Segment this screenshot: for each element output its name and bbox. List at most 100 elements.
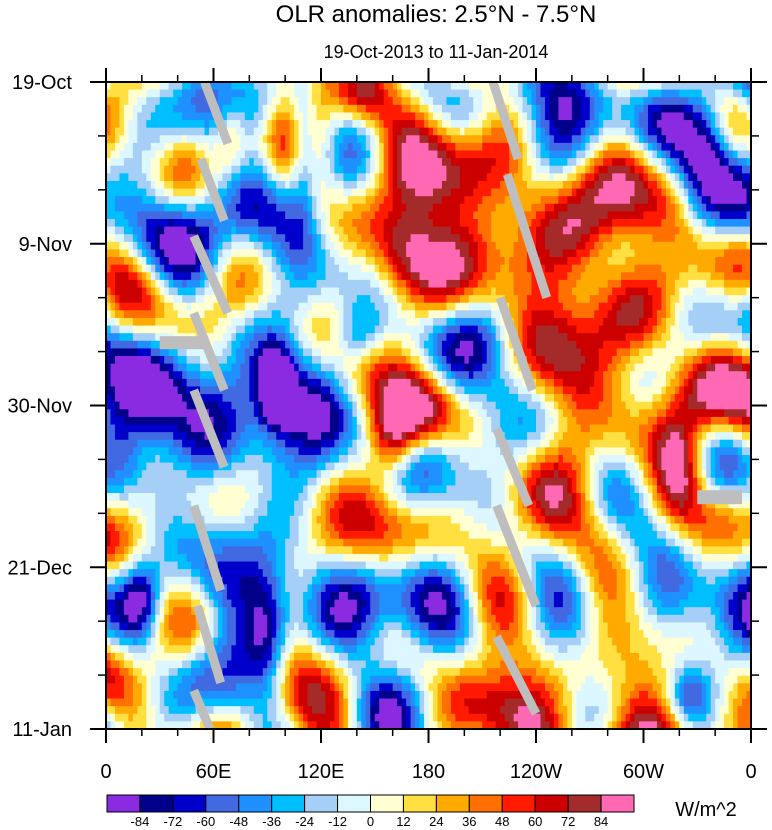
heatmap-cell [545,227,550,235]
heatmap-cell [469,90,474,98]
heatmap-cell [276,234,281,242]
heatmap-cell [558,204,563,212]
heatmap-cell [491,211,496,219]
heatmap-cell [572,310,577,318]
heatmap-cell [142,227,147,235]
heatmap-cell [567,333,572,341]
heatmap-cell [231,333,236,341]
heatmap-cell [164,303,169,311]
heatmap-cell [169,143,174,151]
heatmap-cell [191,272,196,280]
heatmap-cell [281,249,286,257]
heatmap-cell [518,158,523,166]
heatmap-cell [621,326,626,334]
heatmap-cell [473,112,478,120]
heatmap-cell [205,295,210,303]
heatmap-cell [406,234,411,242]
heatmap-cell [200,219,205,227]
heatmap-cell [549,249,554,257]
heatmap-cell [343,265,348,273]
heatmap-cell [558,227,563,235]
heatmap-cell [661,90,666,98]
heatmap-cell [402,234,407,242]
heatmap-cell [563,181,568,189]
heatmap-cell [603,211,608,219]
heatmap-cell [612,90,617,98]
heatmap-cell [406,257,411,265]
heatmap-cell [330,249,335,257]
heatmap-cell [527,112,532,120]
heatmap-cell [684,158,689,166]
heatmap-cell [245,143,250,151]
heatmap-cell [424,181,429,189]
heatmap-cell [169,158,174,166]
heatmap-cell [442,173,447,181]
heatmap-cell [137,219,142,227]
heatmap-cell [402,242,407,250]
heatmap-cell [379,303,384,311]
heatmap-cell [263,97,268,105]
heatmap-cell [635,158,640,166]
heatmap-cell [576,272,581,280]
heatmap-cell [612,204,617,212]
heatmap-cell [684,227,689,235]
heatmap-cell [715,105,720,113]
heatmap-cell [496,234,501,242]
heatmap-cell [442,105,447,113]
heatmap-cell [514,82,519,90]
heatmap-cell [420,272,425,280]
heatmap-cell [267,234,272,242]
heatmap-cell [263,105,268,113]
heatmap-cell [469,242,474,250]
heatmap-cell [455,326,460,334]
heatmap-cell [240,158,245,166]
heatmap-cell [429,303,434,311]
heatmap-cell [581,82,586,90]
heatmap-cell [451,333,456,341]
heatmap-cell [437,90,442,98]
heatmap-cell [505,151,510,159]
heatmap-cell [285,219,290,227]
heatmap-cell [285,97,290,105]
heatmap-cell [178,204,183,212]
heatmap-cell [325,166,330,174]
heatmap-cell [451,249,456,257]
heatmap-cell [299,333,304,341]
heatmap-cell [420,265,425,273]
heatmap-cell [411,280,416,288]
heatmap-cell [478,227,483,235]
heatmap-cell [464,128,469,136]
heatmap-cell [258,295,263,303]
heatmap-cell [420,219,425,227]
heatmap-cell [697,295,702,303]
heatmap-cell [146,318,151,326]
heatmap-cell [178,82,183,90]
heatmap-cell [661,219,666,227]
heatmap-cell [644,173,649,181]
heatmap-cell [245,166,250,174]
heatmap-cell [415,135,420,143]
heatmap-cell [509,295,514,303]
heatmap-cell [267,143,272,151]
heatmap-cell [115,234,120,242]
heatmap-cell [706,135,711,143]
heatmap-cell [617,333,622,341]
heatmap-cell [639,272,644,280]
heatmap-cell [415,97,420,105]
heatmap-cell [706,288,711,296]
heatmap-cell [191,265,196,273]
heatmap-cell [684,249,689,257]
heatmap-cell [473,97,478,105]
heatmap-cell [402,211,407,219]
heatmap-cell [272,158,277,166]
heatmap-cell [272,234,277,242]
heatmap-cell [617,242,622,250]
heatmap-cell [729,211,734,219]
heatmap-cell [693,158,698,166]
heatmap-cell [330,318,335,326]
heatmap-cell [608,257,613,265]
heatmap-cell [397,97,402,105]
heatmap-cell [469,158,474,166]
heatmap-cell [402,265,407,273]
heatmap-cell [370,189,375,197]
